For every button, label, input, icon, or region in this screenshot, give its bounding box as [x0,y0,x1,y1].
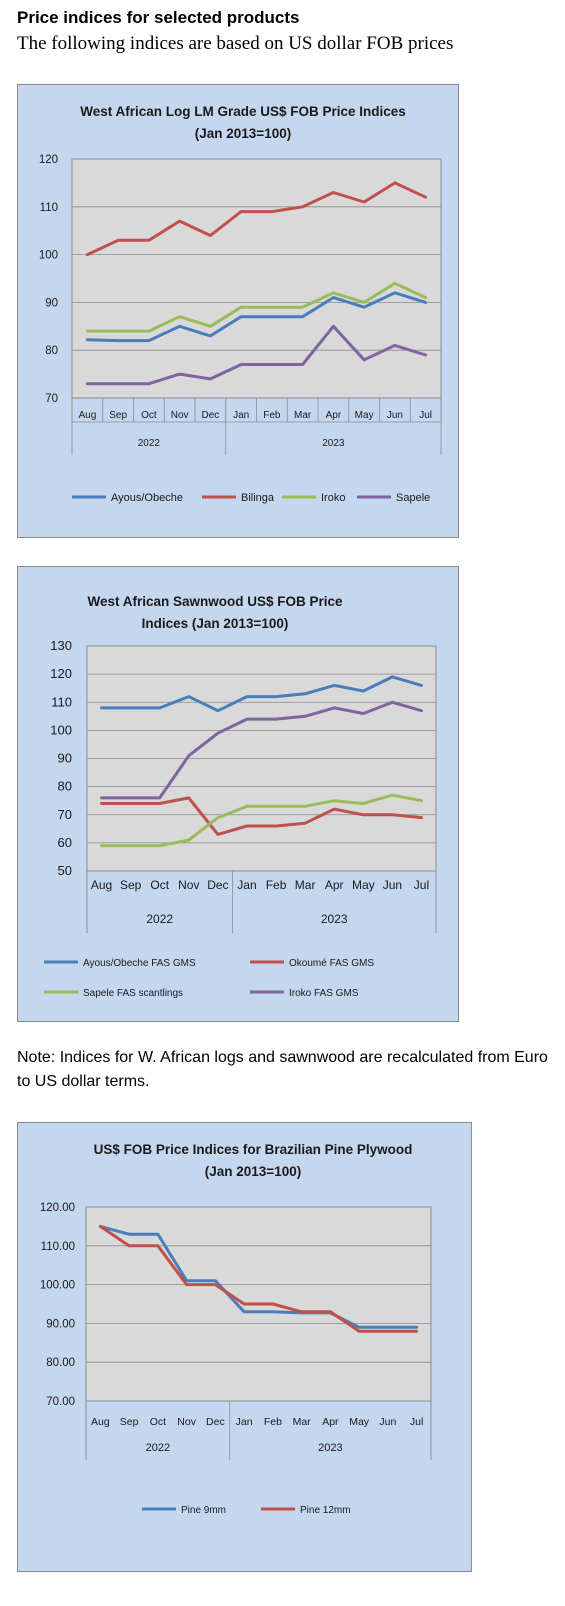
page-subheading: The following indices are based on US do… [17,33,454,54]
x-tick-label: Jul [410,1416,423,1428]
plot-area [71,158,442,399]
x-tick-label: Mar [295,878,316,892]
y-tick-label: 80 [45,345,58,357]
x-tick-label: Apr [322,1416,339,1428]
y-tick-label: 120.00 [40,1202,75,1214]
chart-panel-plywood: US$ FOB Price Indices for Brazilian Pine… [17,1122,472,1572]
series-line-4 [85,324,428,386]
x-tick-label: May [352,878,375,892]
y-tick-label: 50 [58,863,72,878]
y-tick-label: 110.00 [41,1241,75,1253]
series-line-2 [100,796,423,836]
chart-svg: West African Log LM Grade US$ FOB Price … [39,104,442,504]
y-tick-label: 80.00 [46,1357,75,1369]
chart-panel-sawnwood: West African Sawnwood US$ FOB Price Indic… [17,566,459,1022]
y-tick-label: 130 [50,638,72,653]
x-tick-label: Jan [237,878,256,892]
y-tick-label: 100 [50,722,72,737]
x-tick-label: Aug [91,878,112,892]
y-tick-label: 70.00 [46,1396,75,1408]
x-tick-label: Dec [207,878,228,892]
x-tick-label: Oct [150,878,169,892]
legend-label: Pine 12mm [300,1505,351,1516]
x-tick-label: Sep [120,878,142,892]
chart-title: (Jan 2013=100) [205,1164,301,1179]
chart-title: West African Sawnwood US$ FOB Price [87,594,343,609]
legend-label: Sapele FAS scantlings [83,988,183,999]
y-tick-label: 90.00 [46,1318,75,1330]
year-label: 2022 [138,438,161,449]
x-tick-label: Sep [109,410,127,421]
x-tick-label: Nov [178,878,199,892]
chart-panel-logs: West African Log LM Grade US$ FOB Price … [17,84,459,538]
legend-label: Bilinga [241,492,275,504]
x-tick-label: Jun [379,1416,396,1428]
x-tick-label: Jun [383,878,402,892]
series-line-3 [100,793,423,848]
chart-title: Indices (Jan 2013=100) [142,616,289,631]
y-tick-label: 70 [58,807,72,822]
y-tick-label: 110 [40,202,58,214]
x-tick-label: Feb [266,878,287,892]
legend-label: Iroko FAS GMS [289,988,359,999]
legend-label: Sapele [396,492,430,504]
chart-title: (Jan 2013=100) [195,126,291,141]
x-tick-label: Apr [325,878,344,892]
y-tick-label: 90 [58,751,72,766]
x-tick-label: Dec [201,410,219,421]
legend-label: Okoumé FAS GMS [289,958,374,969]
note-text: Note: Indices for W. African logs and sa… [17,1049,548,1090]
legend-label: Pine 9mm [181,1505,226,1516]
x-tick-label: Mar [293,1416,312,1428]
x-tick-label: Jul [419,410,432,421]
legend-label: Ayous/Obeche [111,492,183,504]
x-tick-label: May [355,410,374,421]
x-tick-label: May [349,1416,370,1428]
y-tick-label: 70 [45,393,58,405]
x-tick-label: Jun [387,410,403,421]
year-label: 2023 [318,1442,342,1454]
x-tick-label: Jul [414,878,429,892]
series-line-3 [85,281,428,333]
series-line-1 [85,291,428,343]
chart-svg: West African Sawnwood US$ FOB Price Indic… [44,594,437,999]
y-tick-label: 80 [58,779,72,794]
x-tick-label: Nov [171,410,189,421]
x-tick-label: Aug [91,1416,110,1428]
x-tick-label: Mar [294,410,312,421]
x-tick-label: Aug [78,410,96,421]
legend-label: Iroko [321,492,345,504]
year-label: 2022 [146,1442,170,1454]
year-label: 2023 [321,912,348,926]
series-line-1 [98,1224,419,1329]
x-tick-label: Jan [236,1416,253,1428]
x-tick-label: Feb [263,410,281,421]
y-tick-label: 100.00 [40,1280,75,1292]
x-tick-label: Jan [233,410,249,421]
chart-title: US$ FOB Price Indices for Brazilian Pine… [94,1142,413,1157]
legend-label: Ayous/Obeche FAS GMS [83,958,196,969]
y-tick-label: 90 [45,297,58,309]
x-tick-label: Sep [120,1416,139,1428]
chart-svg: US$ FOB Price Indices for Brazilian Pine… [40,1142,432,1516]
y-tick-label: 100 [39,250,58,262]
y-tick-label: 110 [51,694,72,709]
x-tick-label: Feb [264,1416,282,1428]
year-label: 2022 [146,912,173,926]
chart-title: West African Log LM Grade US$ FOB Price … [80,104,406,119]
page-heading: Price indices for selected products [17,8,300,27]
x-tick-label: Oct [141,410,157,421]
y-tick-label: 120 [50,666,72,681]
series-line-4 [100,700,423,800]
y-tick-label: 120 [39,154,58,166]
x-tick-label: Oct [150,1416,166,1428]
x-tick-label: Nov [177,1416,196,1428]
year-label: 2023 [322,438,345,449]
x-tick-label: Apr [326,410,342,421]
y-tick-label: 60 [58,835,72,850]
series-line-2 [85,181,428,257]
x-tick-label: Dec [206,1416,225,1428]
series-line-2 [98,1224,419,1333]
series-line-1 [100,675,423,713]
